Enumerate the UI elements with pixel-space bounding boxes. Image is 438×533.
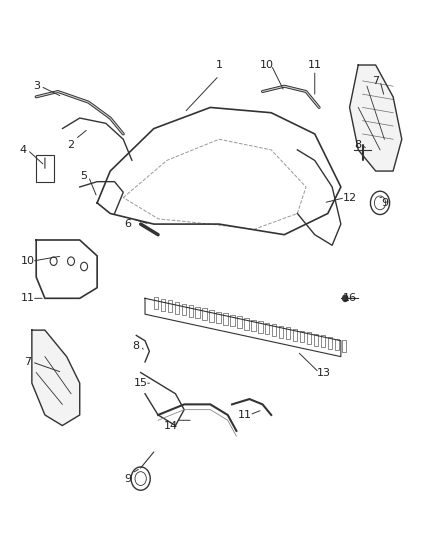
- Text: 16: 16: [343, 293, 357, 303]
- Text: 7: 7: [24, 357, 31, 367]
- Text: 9: 9: [124, 474, 131, 483]
- Bar: [328, 337, 332, 349]
- Circle shape: [343, 295, 348, 302]
- Text: 8: 8: [355, 140, 362, 150]
- Bar: [195, 307, 200, 318]
- Bar: [154, 297, 158, 309]
- Bar: [307, 332, 311, 344]
- Polygon shape: [350, 65, 402, 171]
- Bar: [265, 322, 269, 334]
- Text: 1: 1: [215, 60, 223, 70]
- Text: 11: 11: [21, 293, 35, 303]
- Text: 5: 5: [81, 172, 88, 181]
- Text: 13: 13: [316, 368, 330, 377]
- Text: 10: 10: [260, 60, 274, 70]
- Text: 9: 9: [381, 198, 388, 208]
- Text: 6: 6: [124, 219, 131, 229]
- Text: 11: 11: [238, 410, 252, 420]
- Bar: [223, 313, 228, 325]
- Bar: [251, 319, 255, 331]
- Bar: [182, 304, 186, 316]
- Text: 11: 11: [308, 60, 322, 70]
- Text: 3: 3: [33, 81, 40, 91]
- Bar: [230, 315, 235, 326]
- Bar: [272, 324, 276, 336]
- Bar: [286, 327, 290, 339]
- Bar: [237, 317, 242, 328]
- Bar: [314, 334, 318, 345]
- Bar: [209, 310, 214, 321]
- Bar: [36, 155, 53, 182]
- Bar: [161, 299, 165, 311]
- Bar: [244, 318, 249, 329]
- Bar: [175, 302, 179, 314]
- Text: 14: 14: [164, 421, 178, 431]
- Text: 4: 4: [20, 145, 27, 155]
- Text: 2: 2: [67, 140, 74, 150]
- Bar: [188, 305, 193, 317]
- Bar: [216, 312, 221, 323]
- Bar: [258, 321, 262, 333]
- Bar: [168, 301, 172, 312]
- Bar: [342, 340, 346, 352]
- Bar: [321, 335, 325, 347]
- Text: 12: 12: [343, 192, 357, 203]
- Bar: [335, 338, 339, 350]
- Text: 7: 7: [372, 76, 379, 86]
- Bar: [202, 309, 207, 320]
- Text: 15: 15: [134, 378, 148, 388]
- Bar: [293, 329, 297, 341]
- Bar: [300, 330, 304, 342]
- Text: 10: 10: [21, 256, 35, 266]
- Polygon shape: [32, 330, 80, 425]
- Text: 8: 8: [133, 341, 140, 351]
- Bar: [279, 326, 283, 337]
